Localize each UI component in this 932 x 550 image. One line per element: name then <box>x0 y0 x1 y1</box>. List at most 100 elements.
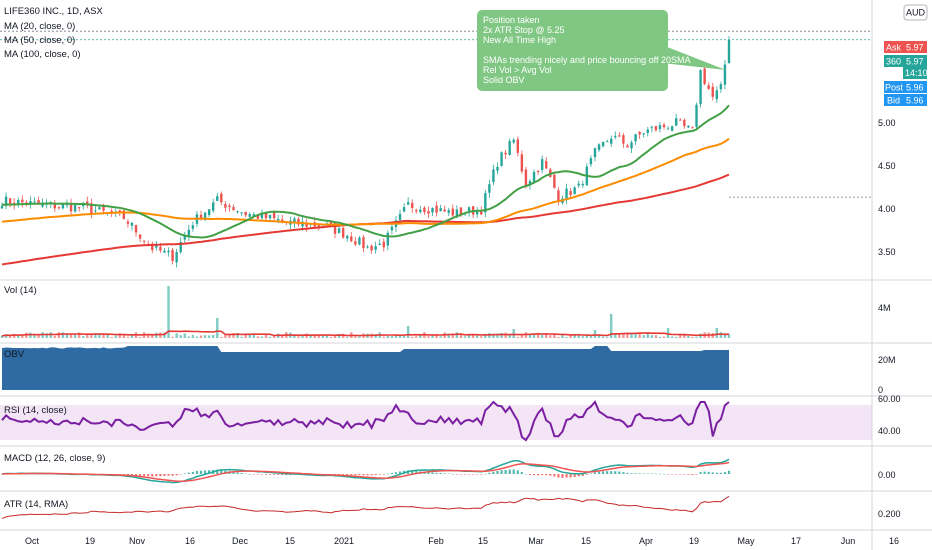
callout-line-5: SMAs trending nicely and price bouncing … <box>483 55 690 65</box>
countdown-timer: 14:10 <box>905 68 928 78</box>
volume-bar <box>605 336 609 338</box>
volume-bar <box>167 286 170 338</box>
volume-bar <box>118 333 121 338</box>
candle-body <box>443 209 446 212</box>
macd-histogram-bar <box>220 470 223 474</box>
legend-atr[interactable]: ATR (14, RMA) <box>4 499 68 510</box>
candle-body <box>183 235 186 240</box>
macd-histogram-bar <box>537 474 540 476</box>
macd-histogram-bar <box>638 473 641 474</box>
time-axis-tick: 15 <box>478 536 488 546</box>
volume-bar <box>390 336 394 338</box>
volume-bar <box>90 334 93 338</box>
volume-bar <box>321 335 325 338</box>
volume-bar <box>585 334 589 338</box>
candle-body <box>427 211 430 214</box>
callout-line-7: Solid OBV <box>483 75 525 85</box>
price-axis-tick: 4.50 <box>878 161 896 171</box>
ask-tag-label-bg <box>884 41 903 53</box>
volume-bar <box>504 332 507 338</box>
candle-body <box>662 124 666 128</box>
candle-body <box>346 235 349 239</box>
candle-body <box>175 251 178 263</box>
volume-bar <box>199 335 203 338</box>
macd-histogram-bar <box>476 474 479 475</box>
legend-macd[interactable]: MACD (12, 26, close, 9) <box>4 453 105 464</box>
time-axis-tick: May <box>737 536 755 546</box>
candle-body <box>69 203 73 212</box>
candle-body <box>451 208 455 216</box>
candle-body <box>638 131 641 135</box>
macd-histogram-bar <box>143 474 146 477</box>
macd-histogram-bar <box>508 469 511 474</box>
ask-tag-value-bg <box>903 41 927 53</box>
volume-bar <box>691 336 694 338</box>
macd-histogram-bar <box>492 471 495 474</box>
volume-bar <box>492 333 495 338</box>
legend-ma100[interactable]: MA (100, close, 0) <box>4 49 81 60</box>
legend-volume[interactable]: Vol (14) <box>4 285 37 296</box>
macd-histogram-bar <box>447 473 450 475</box>
legend-rsi[interactable]: RSI (14, close) <box>4 405 67 416</box>
currency-label: AUD <box>906 8 926 18</box>
macd-histogram-bar <box>350 474 353 476</box>
volume-bar <box>467 335 471 338</box>
macd-histogram-bar <box>654 473 657 475</box>
candle-body <box>142 240 146 242</box>
volume-bar <box>516 336 520 338</box>
volume-bar <box>577 335 580 338</box>
ma50-line <box>1 137 730 226</box>
volume-bar <box>715 328 719 338</box>
candle-body <box>151 243 154 251</box>
candle-body <box>439 208 442 212</box>
candle-body <box>187 229 191 237</box>
candle-body <box>569 191 572 195</box>
volume-bar <box>337 333 341 338</box>
currency-badge[interactable] <box>903 4 928 21</box>
candle-body <box>492 169 495 183</box>
volume-bar <box>723 333 727 338</box>
macd-histogram-bar <box>650 473 653 474</box>
macd-histogram-bar <box>232 471 235 474</box>
volume-bar <box>325 336 329 338</box>
annotation-callout[interactable]: Position taken 2x ATR Stop @ 5.25 New Al… <box>477 10 726 91</box>
volume-bar <box>272 335 276 338</box>
atr-line <box>1 495 730 520</box>
volume-bar <box>333 335 337 338</box>
macd-histogram-bar <box>281 474 284 475</box>
macd-histogram-bar <box>159 474 162 477</box>
volume-bar <box>354 336 357 338</box>
candle-body <box>378 243 381 246</box>
candle-body <box>480 210 483 215</box>
candle-body <box>293 218 296 224</box>
legend-ma20[interactable]: MA (20, close, 0) <box>4 21 75 32</box>
macd-histogram-bar <box>354 474 357 476</box>
legend-ma50[interactable]: MA (50, close, 0) <box>4 35 75 46</box>
candle-body <box>524 169 528 187</box>
candle-body <box>207 209 211 216</box>
volume-bar <box>386 335 390 338</box>
volume-bar <box>439 336 442 338</box>
candle-body <box>382 241 385 248</box>
legend-obv[interactable]: OBV <box>4 349 25 360</box>
macd-histogram-bar <box>675 474 678 475</box>
candle-body <box>220 193 223 203</box>
candle-body <box>622 135 625 144</box>
macd-histogram-bar <box>488 472 491 474</box>
macd-histogram-bar <box>216 469 219 474</box>
bid-tag-label: Bid <box>887 96 900 106</box>
volume-bar <box>236 332 239 338</box>
macd-histogram-bar <box>707 471 710 474</box>
candle-body <box>593 148 597 158</box>
candle-body <box>350 236 353 242</box>
macd-histogram-bar <box>199 470 203 474</box>
candle-body <box>77 207 81 209</box>
candle-body <box>17 199 20 205</box>
candle-body <box>626 145 629 148</box>
macd-histogram-bar <box>248 473 251 475</box>
macd-histogram-bar <box>374 474 377 476</box>
macd-histogram-bar <box>597 471 601 474</box>
candle-body <box>520 154 524 172</box>
macd-histogram-bar <box>642 473 645 474</box>
candle-body <box>374 246 377 250</box>
